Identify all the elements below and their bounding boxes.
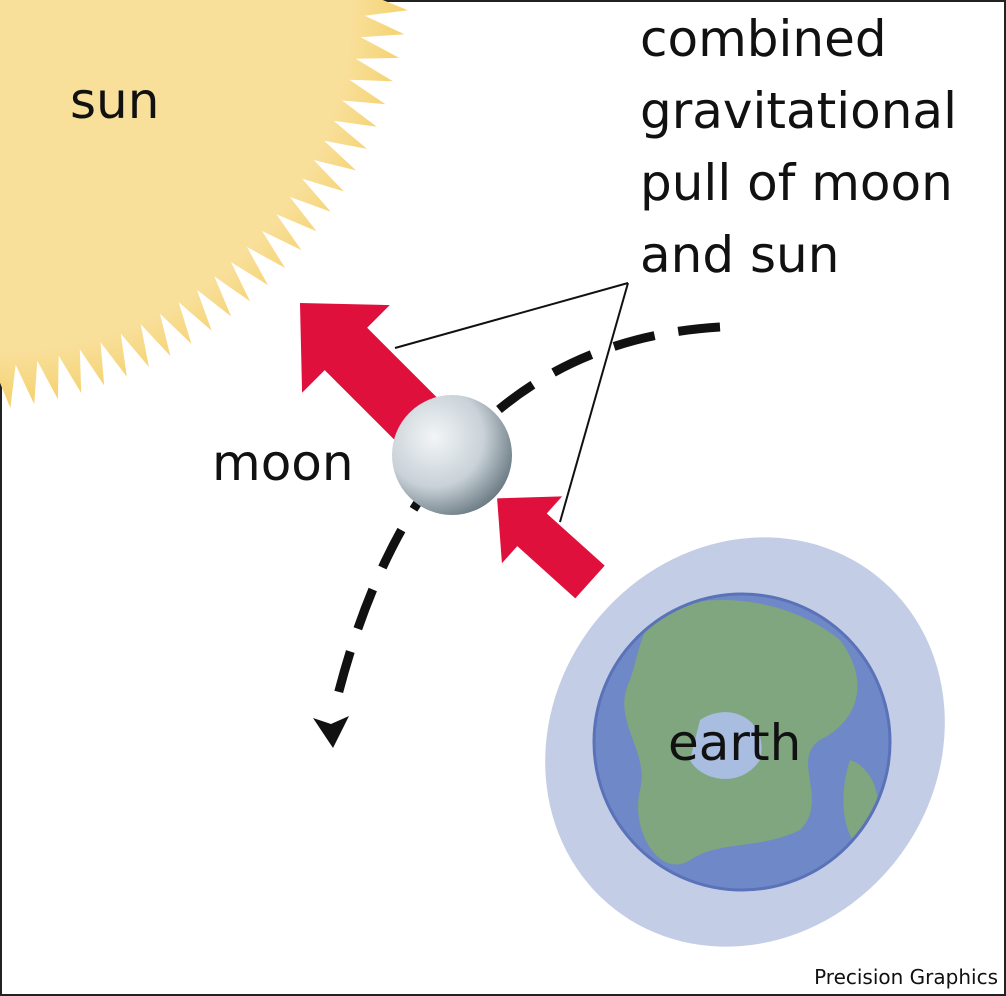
moon-label: moon xyxy=(212,434,354,492)
sun-label: sun xyxy=(70,72,159,130)
leader-line xyxy=(559,282,629,523)
orbit-arrowhead xyxy=(313,716,349,748)
pull-label: combined xyxy=(640,10,887,68)
earth-pull-arrow xyxy=(497,496,605,599)
moon xyxy=(392,395,512,515)
leader-line xyxy=(394,282,629,349)
credit: Precision Graphics xyxy=(814,965,998,989)
earth-label: earth xyxy=(668,714,801,772)
sun xyxy=(0,0,408,408)
pull-label: gravitational xyxy=(640,82,957,140)
earth-rim xyxy=(592,592,892,892)
continents xyxy=(624,600,879,865)
pull-label: and sun xyxy=(640,226,839,284)
pull-label: pull of moon xyxy=(640,154,953,212)
